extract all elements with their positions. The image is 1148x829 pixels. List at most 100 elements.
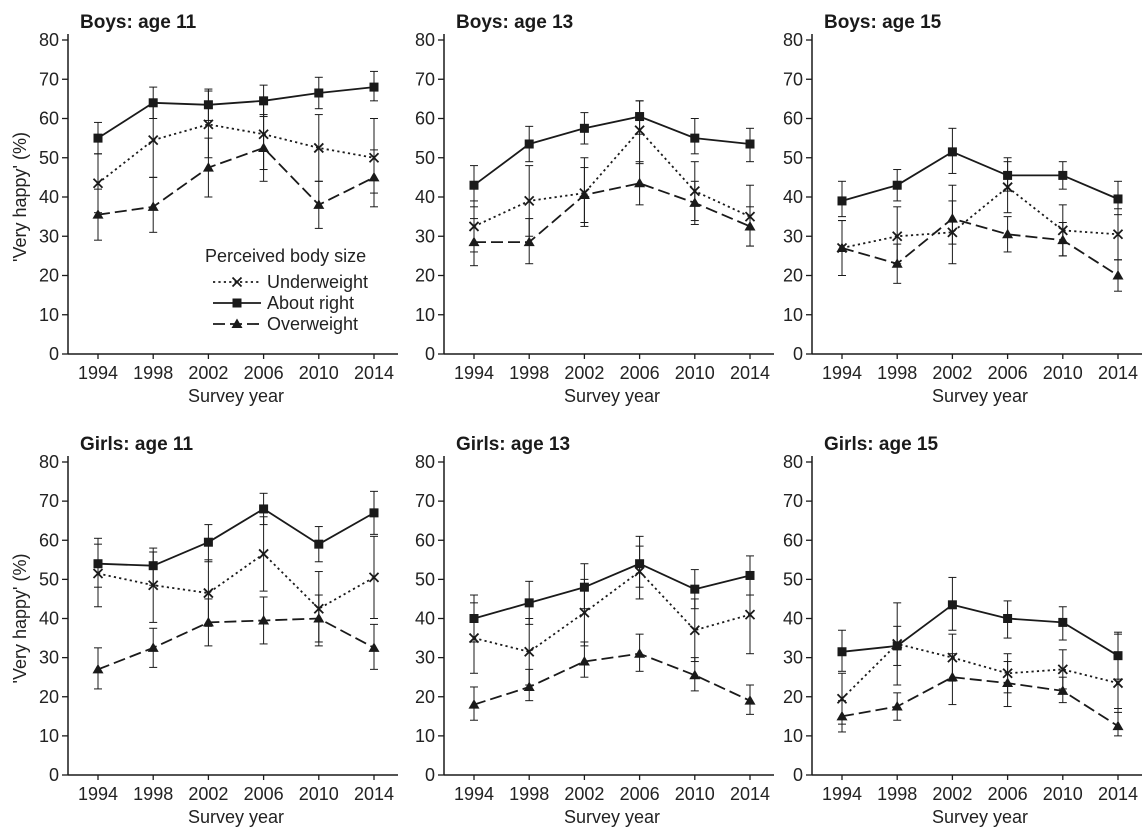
point-overweight (468, 699, 480, 709)
point-about-right (203, 100, 213, 110)
point-underweight (368, 572, 380, 583)
series-line-about-right (841, 603, 1119, 657)
series-line-overweight (97, 146, 375, 216)
point-about-right (579, 582, 589, 592)
x-tick-label: 2014 (1098, 363, 1138, 383)
point-about-right (524, 598, 534, 608)
y-axis-title: 'Very happy' (%) (10, 554, 30, 684)
y-tick-label: 70 (783, 69, 803, 89)
point-underweight (524, 646, 535, 657)
x-tick-label: 2014 (730, 363, 770, 383)
x-axis-title: Survey year (188, 386, 284, 406)
point-about-right (579, 123, 589, 133)
chart-title: Girls: age 15 (824, 434, 938, 455)
point-about-right (690, 133, 700, 143)
point-overweight (634, 177, 646, 188)
point-underweight (258, 548, 269, 560)
y-axis-title: 'Very happy' (%) (10, 132, 30, 262)
x-tick-label: 2014 (354, 784, 394, 804)
point-underweight (689, 625, 700, 636)
y-tick-label: 20 (783, 266, 803, 286)
point-underweight (92, 178, 104, 189)
series-underweight (468, 545, 756, 686)
y-tick-label: 30 (415, 648, 435, 668)
series-overweight (836, 653, 1124, 737)
point-underweight-stroke (836, 693, 848, 704)
y-tick-label: 80 (415, 30, 435, 50)
y-tick-label: 70 (783, 491, 803, 511)
point-underweight (744, 609, 756, 620)
series-line-underweight (473, 570, 751, 653)
point-underweight (313, 142, 324, 154)
chart-title: Girls: age 13 (456, 434, 570, 455)
point-underweight-stroke (1112, 229, 1124, 240)
x-tick-label: 2014 (730, 784, 770, 804)
point-about-right (635, 112, 645, 122)
point-about-right (1058, 170, 1068, 180)
series-underweight (836, 602, 1124, 725)
series-line-underweight (473, 129, 751, 228)
y-tick-label: 50 (415, 148, 435, 168)
y-tick-label: 80 (783, 452, 803, 472)
legend: Perceived body size Underweight About ri… (205, 246, 368, 334)
x-tick-label: 2002 (564, 784, 604, 804)
point-overweight (578, 656, 590, 666)
point-overweight (1002, 228, 1014, 239)
series-line-about-right (841, 150, 1119, 202)
series-line-overweight (474, 182, 751, 244)
point-overweight (202, 616, 214, 627)
y-tick-label: 50 (39, 569, 59, 589)
point-about-right (524, 139, 534, 149)
point-underweight-stroke (744, 609, 756, 620)
series-about-right (837, 127, 1123, 218)
point-overweight (634, 648, 646, 658)
series-line-overweight (473, 652, 751, 706)
y-tick-label: 70 (415, 491, 435, 511)
chart-title: Boys: age 13 (456, 12, 573, 33)
point-overweight (891, 258, 903, 268)
x-axis-title: Survey year (564, 807, 660, 827)
y-tick-label: 60 (783, 530, 803, 550)
point-underweight-stroke (689, 625, 700, 636)
point-underweight (148, 134, 159, 146)
point-about-right (469, 180, 479, 190)
series-line-about-right (473, 115, 751, 186)
x-tick-label: 2002 (188, 784, 228, 804)
legend-title: Perceived body size (205, 246, 366, 266)
y-tick-label: 80 (415, 452, 435, 472)
chart-panel: Boys: age 13 0 10 20 30 40 50 60 70 80 1994 1998 200… (415, 12, 774, 406)
point-underweight (1112, 229, 1124, 240)
x-tick-label: 1998 (877, 363, 917, 383)
series-line-underweight (97, 123, 375, 185)
point-about-right (635, 559, 645, 569)
x-axis-title: Survey year (188, 807, 284, 827)
chart-panel: Girls: age 15 0 10 20 30 40 50 60 70 80 1994 1998 20… (783, 434, 1142, 827)
point-about-right (1113, 651, 1123, 661)
x-tick-label: 2010 (299, 363, 339, 383)
chart-panel: Girls: age 13 0 10 20 30 40 50 60 70 80 1994 1998 20… (415, 434, 774, 827)
series-line-about-right (97, 507, 375, 567)
legend-marker-overweight (231, 318, 243, 328)
point-underweight (579, 607, 590, 618)
point-overweight (1057, 234, 1069, 245)
point-overweight (744, 695, 756, 705)
point-underweight (203, 119, 214, 130)
y-tick-label: 40 (783, 187, 803, 207)
point-about-right (314, 539, 324, 549)
y-tick-label: 0 (425, 344, 435, 364)
y-tick-label: 50 (783, 569, 803, 589)
y-tick-label: 30 (415, 226, 435, 246)
point-overweight (258, 142, 270, 152)
point-overweight (258, 614, 270, 625)
point-about-right (837, 647, 847, 657)
y-tick-label: 70 (39, 491, 59, 511)
point-overweight (891, 701, 903, 711)
point-overweight (92, 663, 104, 674)
x-tick-label: 2010 (1043, 363, 1083, 383)
x-tick-label: 1998 (133, 784, 173, 804)
point-underweight (1057, 664, 1068, 675)
point-about-right (369, 82, 379, 92)
x-tick-label: 1994 (78, 784, 118, 804)
